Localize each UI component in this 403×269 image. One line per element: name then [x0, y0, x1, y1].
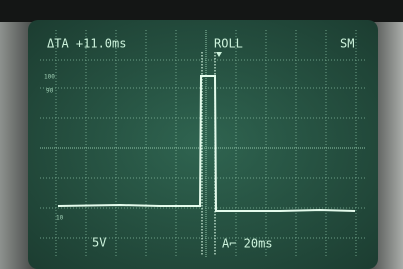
volts-readout: 5V [92, 236, 106, 250]
cursor-readout: ΔTA +11.0ms [47, 37, 126, 51]
time-readout: A⌐ 20ms [222, 237, 273, 251]
mode-readout: ROLL [214, 37, 243, 51]
top-bezel [0, 0, 403, 22]
graticule-label: 100 [44, 74, 55, 81]
sample-readout: SM [340, 37, 354, 51]
oscilloscope-photo: ΔTA +11.0ms ROLL SM 5V A⌐ 20ms 100 90 10 [0, 0, 403, 269]
graticule-label: 10 [56, 215, 64, 222]
graticule-label: 90 [46, 88, 54, 95]
